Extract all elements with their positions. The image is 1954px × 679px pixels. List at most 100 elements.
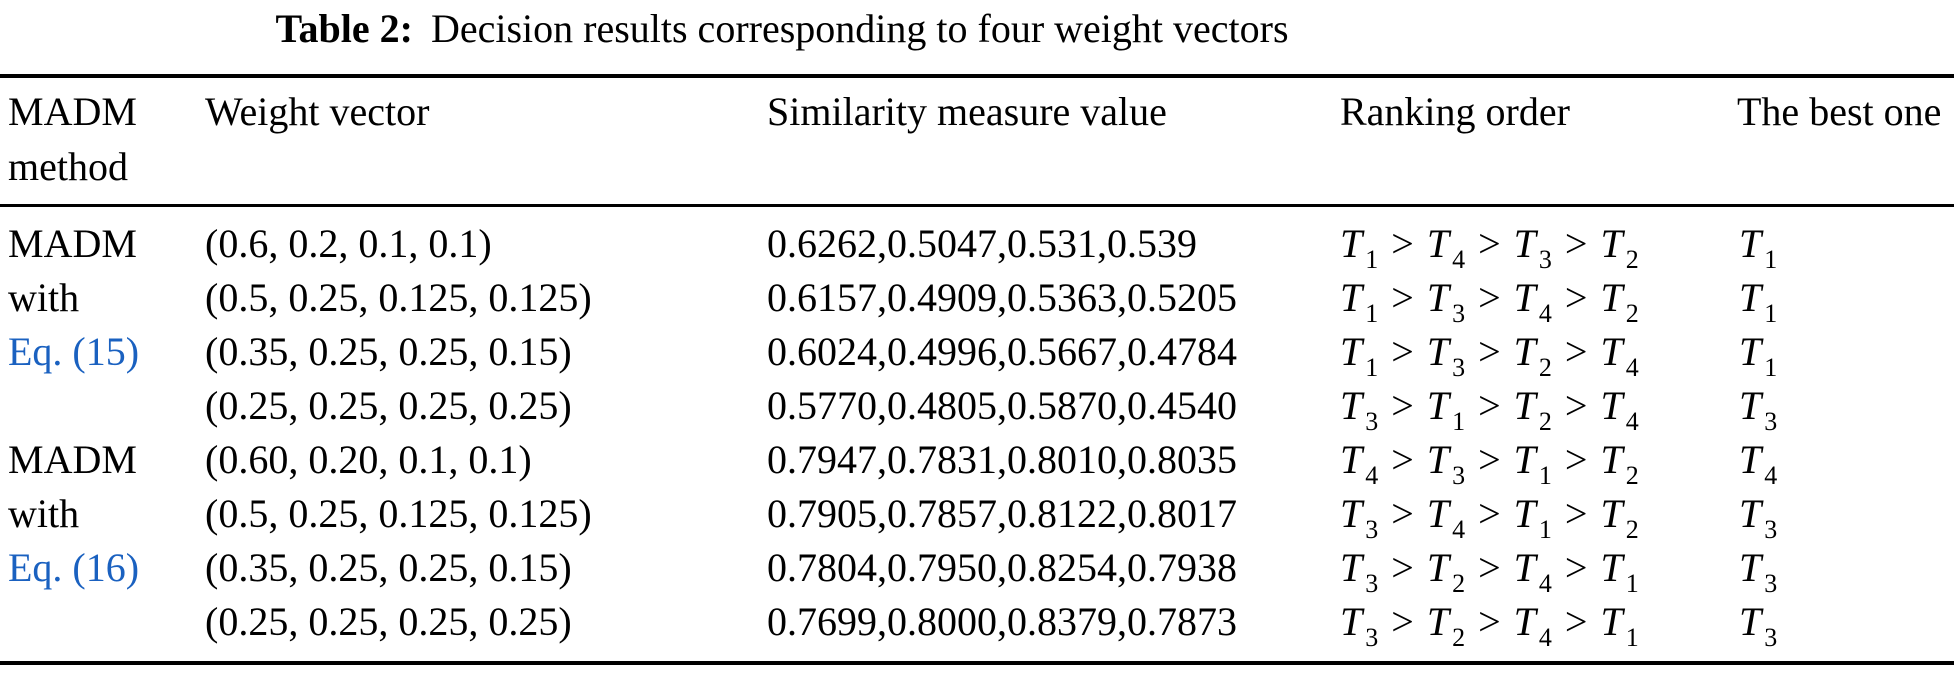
alternative-subscript: 4 [1538,623,1552,652]
weight-vector-cell: (0.25, 0.25, 0.25, 0.25) [205,599,572,644]
alternative-subscript: 1 [1764,245,1778,274]
greater-than-symbol: > [1391,599,1414,644]
alternative-symbol: T [1426,221,1450,266]
weight-vector-cell: (0.5, 0.25, 0.125, 0.125) [205,491,592,536]
column-header-4: Ranking order [1340,76,1737,207]
alternative-symbol: T [1739,275,1762,320]
table-row: (0.25, 0.25, 0.25, 0.25) 0.5770,0.4805,0.… [0,379,1954,436]
alternative-symbol: T [1340,545,1363,590]
alternative-subscript: 3 [1764,515,1778,544]
alternative-symbol: T [1340,437,1363,482]
alternative-subscript: 2 [1538,353,1552,382]
weight-vector-cell: (0.35, 0.25, 0.25, 0.15) [205,329,572,374]
greater-than-symbol: > [1478,383,1501,428]
alternative-symbol: T [1600,599,1623,644]
weight-vector-cell: (0.25, 0.25, 0.25, 0.25) [205,383,572,428]
greater-than-symbol: > [1391,221,1414,266]
alternative-symbol: T [1340,383,1363,428]
alternative-symbol: T [1340,329,1363,374]
alternative-subscript: 3 [1764,407,1778,436]
greater-than-symbol: > [1564,329,1588,374]
method-label: with [8,275,80,320]
method-label: MADM [8,221,137,266]
alternative-subscript: 4 [1365,461,1379,490]
equation-link[interactable]: Eq. (16) [8,545,140,590]
column-header-5: The best one [1737,76,1954,207]
method-label: with [8,491,80,536]
alternative-symbol: T [1513,491,1536,536]
alternative-subscript: 1 [1538,461,1552,490]
greater-than-symbol: > [1564,437,1588,482]
greater-than-symbol: > [1564,275,1588,320]
column-header-2: Weight vector [205,76,767,207]
alternative-subscript: 4 [1452,245,1466,274]
alternative-symbol: T [1739,599,1762,644]
similarity-value-cell: 0.7699,0.8000,0.8379,0.7873 [767,599,1237,644]
alternative-symbol: T [1426,545,1450,590]
alternative-symbol: T [1426,275,1450,320]
alternative-subscript: 4 [1625,353,1639,382]
alternative-symbol: T [1513,599,1536,644]
greater-than-symbol: > [1478,221,1501,266]
madm-method-cell: MADM [0,433,205,487]
alternative-subscript: 3 [1764,623,1778,652]
alternative-symbol: T [1739,383,1762,428]
alternative-subscript: 1 [1625,623,1639,652]
table-row: MADM (0.6, 0.2, 0.1, 0.1) 0.6262,0.5047,0.… [0,206,1954,274]
alternative-symbol: T [1600,275,1623,320]
alternative-symbol: T [1426,599,1450,644]
column-header-1: MADM method [0,76,205,207]
madm-method-cell: with [0,487,205,541]
decision-results-table: MADM method Weight vector Similarity measu… [0,74,1954,665]
alternative-subscript: 1 [1365,245,1379,274]
greater-than-symbol: > [1564,491,1588,536]
alternative-symbol: T [1426,491,1450,536]
alternative-subscript: 2 [1452,623,1466,652]
table-row: Eq. (15) (0.35, 0.25, 0.25, 0.15) 0.6024,0… [0,325,1954,382]
ranking-order-cell: T 4 > T 3 > T 1 > T 2 [1340,433,1737,490]
table-row: MADM (0.60, 0.20, 0.1, 0.1) 0.7947,0.7831,… [0,433,1954,490]
alternative-subscript: 2 [1625,461,1639,490]
table-row: (0.25, 0.25, 0.25, 0.25) 0.7699,0.8000,0.… [0,595,1954,663]
madm-method-cell: Eq. (15) [0,325,205,379]
alternative-subscript: 3 [1365,515,1379,544]
header-row: MADM method Weight vector Similarity measu… [0,76,1954,207]
alternative-symbol: T [1513,437,1536,482]
alternative-subscript: 1 [1365,353,1379,382]
table-row: with (0.5, 0.25, 0.125, 0.125) 0.7905,0.78… [0,487,1954,544]
column-header-3: Similarity measure value [767,76,1340,207]
madm-method-cell [0,379,205,433]
greater-than-symbol: > [1564,383,1588,428]
alternative-symbol: T [1739,437,1762,482]
greater-than-symbol: > [1391,437,1414,482]
alternative-subscript: 1 [1452,407,1466,436]
alternative-subscript: 4 [1625,407,1639,436]
table-row: with (0.5, 0.25, 0.125, 0.125) 0.6157,0.49… [0,271,1954,327]
alternative-symbol: T [1600,491,1623,536]
alternative-symbol: T [1739,329,1762,374]
similarity-value-cell: 0.5770,0.4805,0.5870,0.4540 [767,383,1237,428]
greater-than-symbol: > [1478,437,1501,482]
alternative-subscript: 2 [1538,407,1552,436]
greater-than-symbol: > [1391,329,1414,374]
alternative-subscript: 3 [1365,623,1379,652]
alternative-subscript: 2 [1625,245,1639,274]
equation-link[interactable]: Eq. (15) [8,329,140,374]
alternative-symbol: T [1600,437,1623,482]
ranking-order-cell: T 3 > T 4 > T 1 > T 2 [1340,487,1737,544]
greater-than-symbol: > [1391,275,1414,320]
greater-than-symbol: > [1564,545,1588,590]
table-caption: Table 2: Decision results corresponding t… [0,0,1564,54]
similarity-value-cell: 0.6262,0.5047,0.531,0.539 [767,221,1197,266]
greater-than-symbol: > [1564,599,1588,644]
alternative-symbol: T [1513,329,1536,374]
alternative-symbol: T [1513,383,1536,428]
alternative-subscript: 1 [1538,515,1552,544]
method-label: MADM [8,437,137,482]
alternative-subscript: 3 [1452,353,1466,382]
